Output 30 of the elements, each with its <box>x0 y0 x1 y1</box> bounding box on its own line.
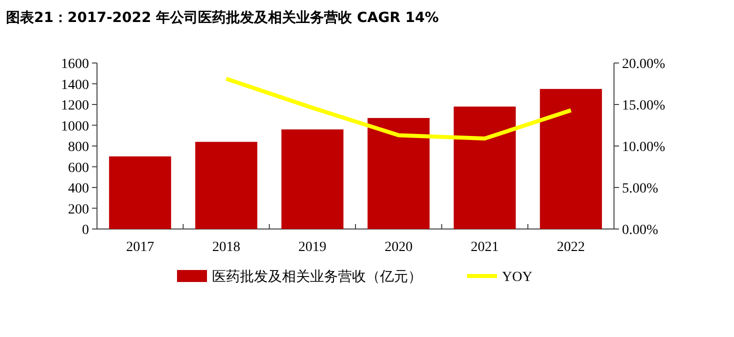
bar <box>281 129 344 229</box>
y-tick-label: 1000 <box>61 119 89 134</box>
y2-tick-label: 15.00% <box>622 98 666 114</box>
x-tick-label: 2018 <box>212 240 240 255</box>
x-tick-label: 2022 <box>556 240 585 255</box>
chart-title: 图表21：2017-2022 年公司医药批发及相关业务营收 CAGR 14% <box>6 9 439 26</box>
x-tick-label: 2021 <box>470 240 499 255</box>
y-tick-label: 600 <box>68 160 89 176</box>
y-tick-label: 800 <box>68 140 89 155</box>
line-series <box>224 76 573 141</box>
y-tick-label: 1600 <box>61 57 89 72</box>
bar <box>368 118 430 229</box>
y-tick-label: 200 <box>68 202 89 218</box>
y-tick-label: 1200 <box>61 98 89 114</box>
y2-tick-label: 0.00% <box>622 223 658 238</box>
x-tick-label: 2017 <box>126 240 154 255</box>
x-tick-label: 2020 <box>384 240 413 255</box>
x-tick-label: 2019 <box>298 240 326 255</box>
y2-tick-label: 20.00% <box>622 57 666 72</box>
bar <box>454 106 516 229</box>
bar <box>109 156 172 229</box>
y-tick-label: 1400 <box>61 78 89 93</box>
y2-tick-label: 5.00% <box>622 182 658 196</box>
y2-tick-label: 10.00% <box>622 140 666 155</box>
bar <box>195 142 258 229</box>
y-tick-label: 400 <box>68 182 89 196</box>
legend-label: YOY <box>502 270 532 285</box>
y-tick-label: 0 <box>82 223 89 238</box>
bar <box>540 88 602 229</box>
legend-label: 医药批发及相关业务营收（亿元） <box>212 269 422 285</box>
